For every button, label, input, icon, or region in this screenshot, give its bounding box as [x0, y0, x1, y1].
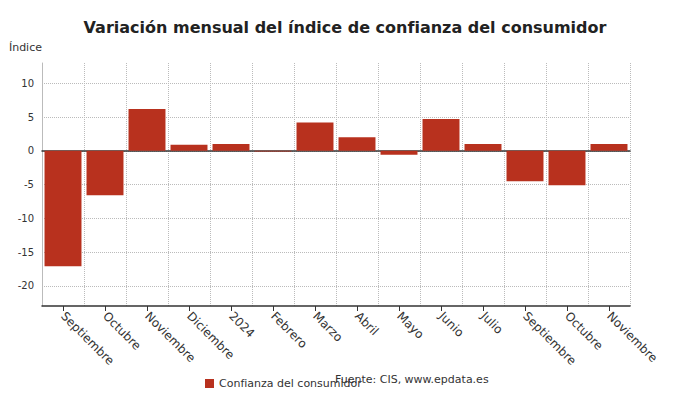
svg-text:Fuente: CIS, www.epdata.es: Fuente: CIS, www.epdata.es — [335, 373, 489, 386]
svg-text:Octubre: Octubre — [100, 309, 144, 353]
svg-text:Septiembre: Septiembre — [520, 309, 579, 368]
svg-text:Diciembre: Diciembre — [184, 309, 238, 363]
svg-text:-15: -15 — [18, 247, 34, 258]
svg-text:Marzo: Marzo — [310, 309, 346, 345]
svg-text:-5: -5 — [24, 179, 34, 190]
svg-text:Junio: Junio — [435, 308, 466, 339]
svg-text:Julio: Julio — [477, 308, 505, 336]
svg-text:2024: 2024 — [226, 309, 257, 340]
svg-text:Confianza del consumidor: Confianza del consumidor — [219, 377, 362, 390]
svg-text:-20: -20 — [18, 280, 34, 291]
svg-text:Octubre: Octubre — [562, 309, 606, 353]
svg-text:Abril: Abril — [352, 309, 381, 338]
svg-text:Índice: Índice — [9, 41, 42, 54]
svg-text:-10: -10 — [18, 213, 34, 224]
svg-text:Mayo: Mayo — [394, 309, 427, 342]
svg-text:Febrero: Febrero — [268, 309, 310, 351]
svg-text:Noviembre: Noviembre — [604, 309, 660, 365]
svg-text:Noviembre: Noviembre — [142, 309, 199, 366]
svg-text:Septiembre: Septiembre — [58, 309, 117, 368]
svg-text:10: 10 — [21, 78, 34, 89]
svg-text:0: 0 — [28, 145, 34, 156]
svg-text:Variación mensual del índice d: Variación mensual del índice de confianz… — [84, 18, 607, 37]
svg-text:5: 5 — [28, 112, 34, 123]
